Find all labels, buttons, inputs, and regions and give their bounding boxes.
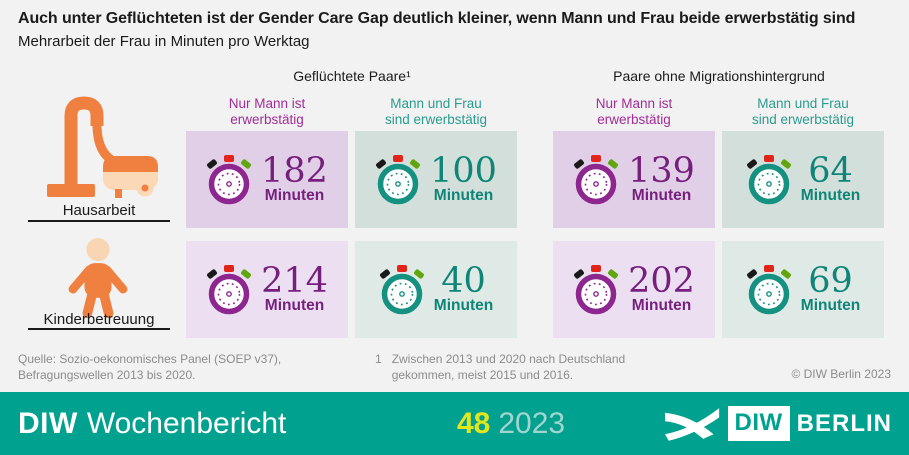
- cell-hausarbeit-refugee-both: 100 Minuten: [355, 131, 517, 228]
- group-header-refugee-couples: Geflüchtete Paare¹: [293, 68, 411, 84]
- cell-hausarbeit-refugee-only-man: 182 Minuten: [186, 131, 348, 228]
- column-header-line: Mann und Frau: [390, 96, 482, 111]
- group-header-no-migration-background: Paare ohne Migrationshintergrund: [613, 68, 825, 84]
- footnote-line: gekommen, meist 2015 und 2016.: [391, 368, 574, 382]
- column-header-line: erwerbstätig: [597, 112, 671, 127]
- column-header-line: sind erwerbstätig: [384, 112, 488, 127]
- value-block: 40 Minuten: [433, 261, 494, 315]
- issue-number: 48: [457, 406, 491, 440]
- stopwatch-icon: [206, 154, 252, 206]
- value-block: 182 Minuten: [261, 151, 328, 205]
- source-line: Befragungswellen 2013 bis 2020.: [18, 368, 196, 382]
- minutes-value: 182: [261, 151, 328, 191]
- minutes-value: 64: [808, 151, 853, 191]
- minutes-unit: Minuten: [631, 187, 692, 204]
- minutes-unit: Minuten: [264, 297, 325, 314]
- source-line: Quelle: Sozio-oekonomisches Panel (SOEP …: [18, 352, 282, 366]
- footnote: 1 Zwischen 2013 und 2020 nach Deutschlan…: [375, 351, 625, 383]
- minutes-unit: Minuten: [433, 297, 494, 314]
- minutes-value: 69: [808, 261, 853, 301]
- cell-kinderbetreuung-refugee-both: 40 Minuten: [355, 241, 517, 338]
- minutes-unit: Minuten: [433, 187, 494, 204]
- issue-year: 2023: [498, 406, 566, 440]
- minutes-unit: Minuten: [631, 297, 692, 314]
- page-title: Auch unter Geflüchteten ist der Gender C…: [18, 10, 856, 27]
- column-header-only-man-employed-2: Nur Mann ist erwerbstätig: [553, 96, 715, 128]
- minutes-value: 139: [628, 151, 695, 191]
- diw-berlin-logo: DIW BERLIN: [664, 392, 893, 455]
- logo-diw-text: DIW: [727, 406, 790, 441]
- row-label-kinderbetreuung: Kinderbetreuung: [43, 311, 155, 328]
- value-block: 139 Minuten: [628, 151, 695, 205]
- stopwatch-icon: [573, 264, 619, 316]
- publication-name-regular: Wochenbericht: [86, 406, 287, 440]
- column-header-only-man-employed-1: Nur Mann ist erwerbstätig: [186, 96, 348, 128]
- minutes-value: 202: [628, 261, 695, 301]
- stopwatch-icon: [206, 264, 252, 316]
- value-block: 202 Minuten: [628, 261, 695, 315]
- stopwatch-icon: [379, 264, 425, 316]
- diw-swoosh-icon: [664, 407, 719, 441]
- cell-kinderbetreuung-nomigration-only-man: 202 Minuten: [553, 241, 715, 338]
- source-note: Quelle: Sozio-oekonomisches Panel (SOEP …: [18, 351, 281, 383]
- minutes-value: 214: [261, 261, 328, 301]
- column-header-line: Nur Mann ist: [228, 96, 306, 111]
- minutes-unit: Minuten: [264, 187, 325, 204]
- publication-name-bold: DIW: [18, 406, 78, 440]
- minutes-value: 40: [441, 261, 486, 301]
- column-header-line: sind erwerbstätig: [751, 112, 855, 127]
- footnote-line: Zwischen 2013 und 2020 nach Deutschland: [391, 352, 626, 366]
- value-block: 214 Minuten: [261, 261, 328, 315]
- stopwatch-icon: [375, 154, 421, 206]
- stopwatch-icon: [746, 154, 792, 206]
- stopwatch-icon: [573, 154, 619, 206]
- column-header-both-employed-1: Mann und Frau sind erwerbstätig: [355, 96, 517, 128]
- cell-hausarbeit-nomigration-only-man: 139 Minuten: [553, 131, 715, 228]
- minutes-value: 100: [430, 151, 497, 191]
- logo-berlin-text: BERLIN: [796, 409, 892, 437]
- page-subtitle: Mehrarbeit der Frau in Minuten pro Werkt…: [18, 33, 310, 50]
- row-label-hausarbeit: Hausarbeit: [62, 202, 136, 219]
- stopwatch-icon: [746, 264, 792, 316]
- publication-name: DIW Wochenbericht: [18, 392, 286, 455]
- column-header-line: Nur Mann ist: [595, 96, 673, 111]
- column-header-line: erwerbstätig: [230, 112, 304, 127]
- child-icon: [68, 238, 128, 319]
- row-label-underline: [28, 328, 170, 330]
- issue-info: 48 2023: [457, 392, 565, 455]
- cell-kinderbetreuung-nomigration-both: 69 Minuten: [722, 241, 884, 338]
- value-block: 100 Minuten: [430, 151, 497, 205]
- cell-kinderbetreuung-refugee-only-man: 214 Minuten: [186, 241, 348, 338]
- copyright-note: © DIW Berlin 2023: [791, 367, 891, 381]
- footnote-number: 1: [375, 352, 382, 366]
- column-header-both-employed-2: Mann und Frau sind erwerbstätig: [722, 96, 884, 128]
- value-block: 64 Minuten: [800, 151, 861, 205]
- row-label-underline: [28, 220, 170, 222]
- vacuum-cleaner-icon: [47, 96, 158, 198]
- value-block: 69 Minuten: [800, 261, 861, 315]
- column-header-line: Mann und Frau: [757, 96, 849, 111]
- footnote-text: Zwischen 2013 und 2020 nach Deutschland …: [392, 351, 626, 383]
- minutes-unit: Minuten: [800, 187, 861, 204]
- minutes-unit: Minuten: [800, 297, 861, 314]
- cell-hausarbeit-nomigration-both: 64 Minuten: [722, 131, 884, 228]
